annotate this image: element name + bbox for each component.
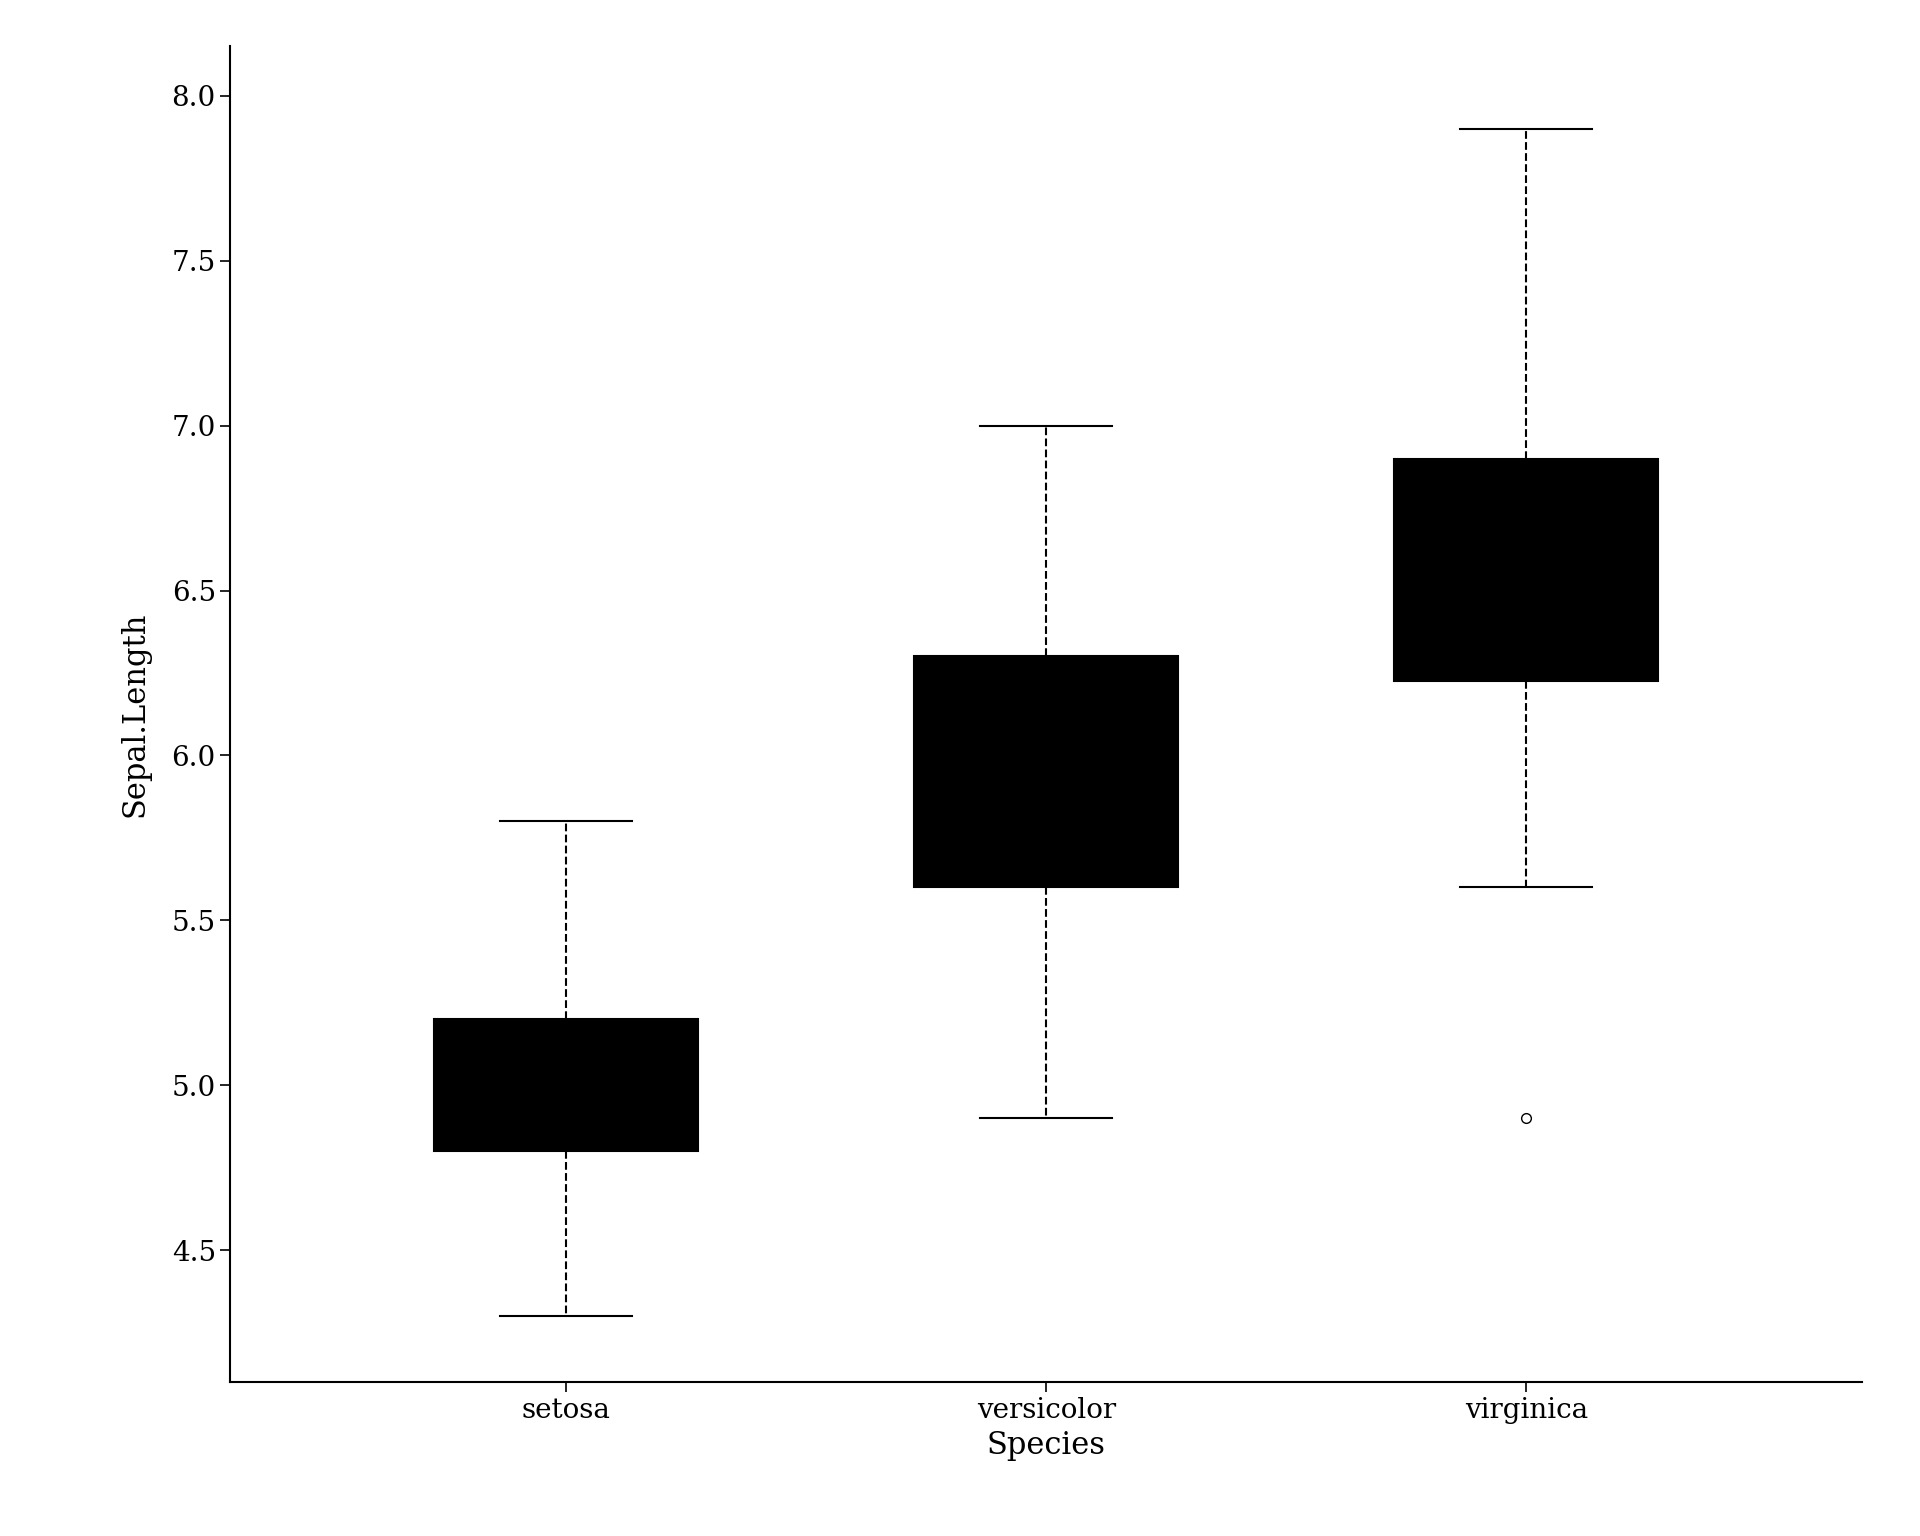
Y-axis label: Sepal.Length: Sepal.Length [119,611,150,817]
PathPatch shape [914,656,1179,888]
PathPatch shape [1394,459,1659,682]
PathPatch shape [434,1020,699,1152]
X-axis label: Species: Species [987,1430,1106,1461]
